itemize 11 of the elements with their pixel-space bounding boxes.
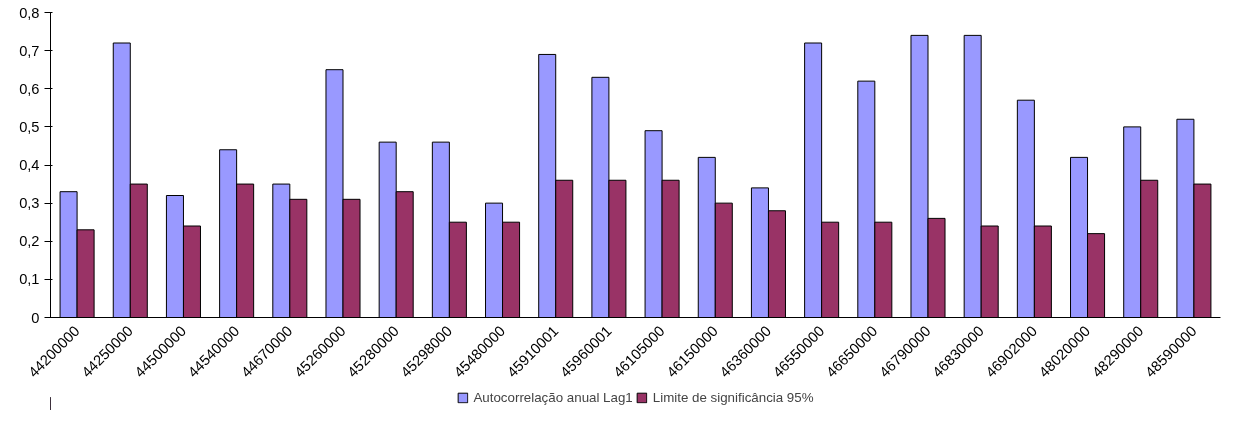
legend-label: Autocorrelação anual Lag1 bbox=[473, 389, 633, 405]
y-tick-label: 0,1 bbox=[19, 271, 40, 288]
y-tick-label: 0,7 bbox=[19, 42, 40, 59]
legend-label: Limite de significância 95% bbox=[652, 389, 814, 405]
y-tick-label: 0 bbox=[31, 309, 40, 326]
y-tick-label: 0,3 bbox=[19, 195, 40, 212]
y-tick-label: 0,5 bbox=[19, 118, 40, 135]
y-tick-label: 0,8 bbox=[19, 4, 40, 21]
y-tick-label: 0,4 bbox=[19, 157, 40, 173]
y-tick-label: 0,6 bbox=[19, 80, 40, 97]
y-tick-label: 0,2 bbox=[19, 233, 40, 250]
